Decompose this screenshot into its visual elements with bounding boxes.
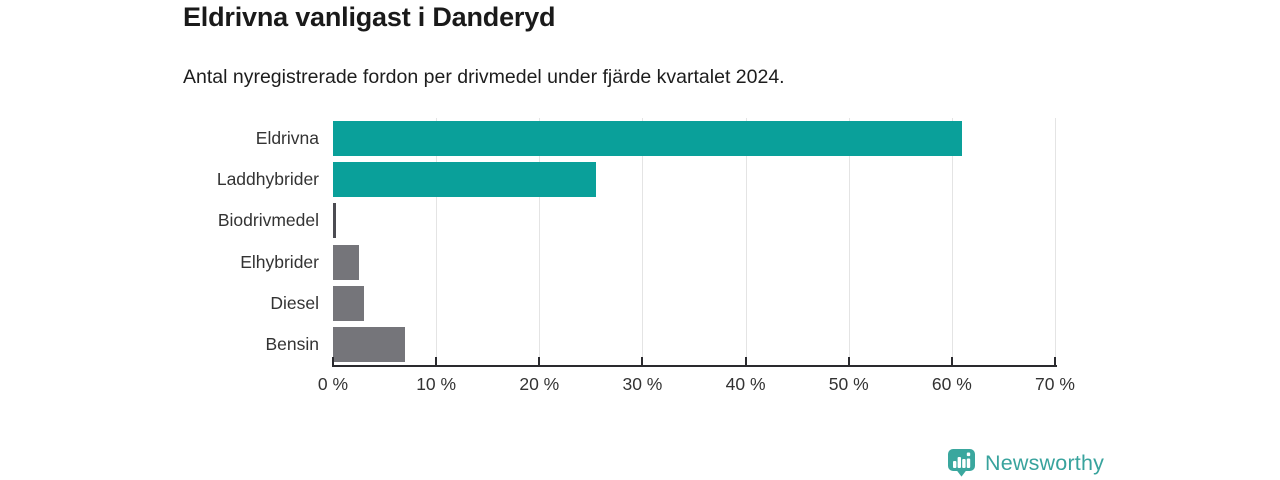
category-label-elhybrider: Elhybrider (240, 251, 319, 272)
bar-row-bensin: Bensin (265, 324, 1055, 365)
x-tick-70 (1054, 357, 1056, 365)
bar-elhybrider (333, 244, 359, 280)
gridline-20 (539, 118, 541, 365)
category-label-diesel: Diesel (270, 292, 319, 313)
bar-chart-pin-icon (947, 448, 976, 478)
bar-row-diesel: Diesel (270, 283, 1055, 324)
gridline-50 (848, 118, 850, 365)
newsworthy-logo: Newsworthy (947, 448, 1104, 478)
x-tick-label-20: 20 % (519, 374, 560, 394)
bar-laddhybrider (333, 162, 596, 198)
gridline-40 (745, 118, 747, 365)
bar-eldrivna (333, 121, 963, 157)
bar-row-elhybrider: Elhybrider (240, 242, 1055, 283)
x-tick-60 (950, 357, 953, 365)
x-tick-0 (332, 357, 334, 365)
x-tick-10 (435, 357, 438, 365)
x-tick-label-0: 0 % (317, 374, 349, 394)
x-tick-label-70: 70 % (1035, 374, 1075, 394)
bar-biodrivmedel (333, 203, 337, 239)
bar-row-biodrivmedel: Biodrivmedel (218, 200, 1055, 241)
category-label-laddhybrider: Laddhybrider (216, 169, 319, 190)
x-tick-20 (538, 357, 541, 365)
x-tick-30 (641, 357, 644, 365)
gridline-10 (436, 118, 438, 365)
logo-wordmark: Newsworthy (985, 450, 1105, 475)
x-tick-40 (744, 357, 747, 365)
gridline-70 (1055, 118, 1056, 365)
x-axis-line (332, 365, 1057, 367)
bar-diesel (333, 285, 364, 321)
x-tick-label-40: 40 % (725, 374, 766, 394)
chart-title: Eldrivna vanligast i Danderyd (183, 2, 556, 32)
gridline-60 (951, 118, 953, 365)
x-tick-label-60: 60 % (931, 374, 972, 394)
category-label-bensin: Bensin (265, 333, 319, 354)
x-tick-label-50: 50 % (828, 374, 869, 394)
bar-row-laddhybrider: Laddhybrider (217, 159, 1055, 200)
x-tick-50 (847, 357, 850, 365)
x-tick-label-10: 10 % (416, 374, 457, 394)
gridline-30 (642, 118, 644, 365)
category-label-eldrivna: Eldrivna (255, 128, 319, 148)
bar-bensin (333, 326, 406, 362)
bar-row-eldrivna: Eldrivna (256, 118, 1055, 159)
x-tick-label-30: 30 % (622, 374, 663, 394)
plot-area: Eldrivna Laddhybrider Biodrivmedel Elhybrid… (217, 118, 1075, 394)
category-label-biodrivmedel: Biodrivmedel (217, 210, 319, 231)
chart-subtitle: Antal nyregistrerade fordon per drivmede… (183, 66, 785, 88)
